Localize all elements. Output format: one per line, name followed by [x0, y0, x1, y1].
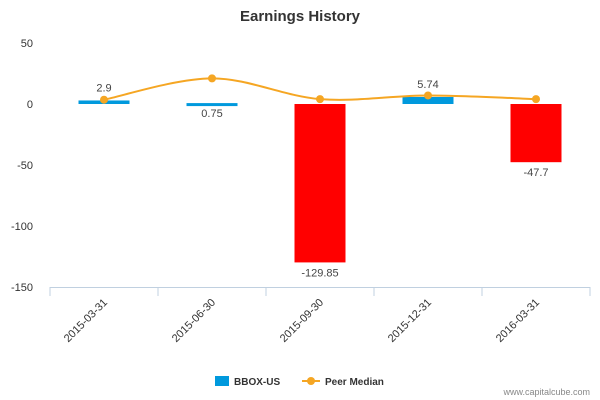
y-tick-label: -100 [11, 221, 33, 233]
bar-data-label: 2.9 [96, 82, 111, 94]
chart-title: Earnings History [240, 8, 361, 25]
legend-label-bbox: BBOX-US [234, 377, 280, 388]
bar-2016-03-31 [510, 104, 562, 163]
peer-median-point [316, 95, 324, 104]
bar-data-label: 5.74 [417, 79, 438, 91]
peer-median-point [100, 95, 108, 104]
credit-text: www.capitalcube.com [502, 387, 590, 397]
legend-marker-peer [307, 377, 315, 385]
x-tick-label: 2016-03-31 [494, 297, 542, 345]
legend-label-peer: Peer Median [325, 377, 384, 388]
x-tick-label: 2015-06-30 [170, 297, 218, 345]
peer-median-point [208, 74, 216, 83]
x-tick-label: 2015-12-31 [386, 297, 434, 345]
y-tick-label: 50 [21, 38, 33, 50]
legend-swatch-bbox [215, 376, 229, 386]
y-tick-label: -150 [11, 282, 33, 294]
bar-data-label: -129.85 [301, 267, 338, 279]
legend: BBOX-US Peer Median [215, 376, 384, 388]
bar-2015-12-31 [402, 96, 454, 104]
bar-2015-06-30 [186, 103, 238, 107]
x-tick-label: 2015-03-31 [62, 297, 110, 345]
peer-median-point [424, 91, 432, 100]
x-tick-label: 2015-09-30 [278, 297, 326, 345]
y-tick-label: 0 [27, 99, 33, 111]
bar-data-label: -47.7 [523, 167, 548, 179]
bar-2015-09-30 [294, 104, 346, 263]
plot-area: 50 0 -50 -100 -150 2015-03-31 2015-06-30 2015-0… [11, 38, 591, 345]
peer-median-point [532, 95, 540, 104]
bar-data-label: 0.75 [201, 108, 222, 120]
y-tick-label: -50 [17, 160, 33, 172]
